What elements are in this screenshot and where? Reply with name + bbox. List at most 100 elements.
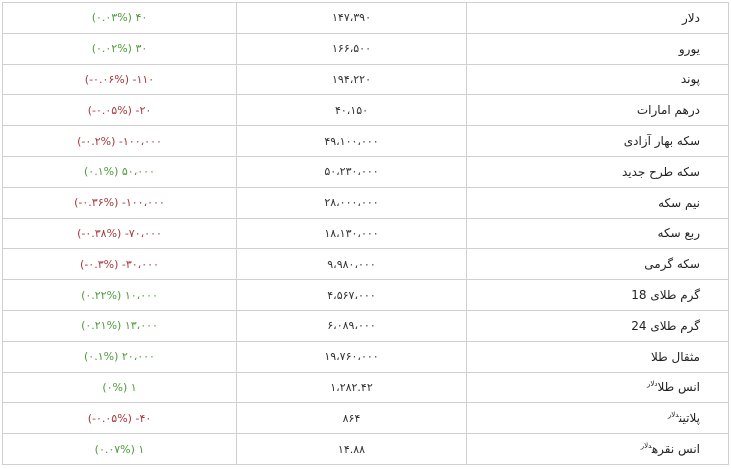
change-cell: (۰%) ۱ (2, 371, 237, 404)
item-name: سکه طرح جدید (621, 164, 700, 179)
change-cell: (۰.۰۲%) ۳۰ (2, 32, 237, 65)
change-percent: (۰.۰۳%) (91, 11, 132, 25)
table-row: (-۰.۰۵%) -۲۰ ۴۰،۱۵۰ درهم امارات (2, 94, 729, 127)
change-amount: ۴۰ (135, 11, 148, 25)
item-name: پوند (680, 72, 700, 87)
change-cell: (۰.۲۲%) ۱۰،۰۰۰ (2, 279, 237, 311)
change-percent: (۰%) (102, 380, 128, 394)
price-cell: ۱۴.۸۸ (236, 433, 467, 465)
price-cell: ۱۸،۱۳۰،۰۰۰ (236, 217, 467, 250)
price-cell: ۴۹،۱۰۰،۰۰۰ (236, 125, 467, 157)
price-cell: ۴۰،۱۵۰ (236, 94, 467, 127)
change-amount: -۱۱۰ (132, 72, 155, 86)
item-name-cell: پوند (466, 63, 729, 96)
change-percent: (۰.۱%) (84, 350, 119, 364)
change-percent: (-۰.۳۸%) (77, 226, 122, 240)
change-amount: ۳۰ (135, 42, 148, 56)
table-row: (-۰.۲%) -۱۰۰،۰۰۰ ۴۹،۱۰۰،۰۰۰ سکه بهار آزادی (2, 125, 729, 157)
change-cell: (-۰.۰۶%) -۱۱۰ (2, 63, 237, 96)
change-cell: (۰.۲۱%) ۱۳،۰۰۰ (2, 309, 237, 342)
change-cell: (۰.۱%) ۵۰،۰۰۰ (2, 155, 237, 188)
change-amount: -۲۰ (135, 103, 152, 117)
change-cell: (-۰.۰۵%) -۲۰ (2, 94, 237, 127)
table-row: (۰%) ۱ ۱،۲۸۲.۴۲ انس طلادلار (2, 371, 729, 404)
change-amount: -۴۰ (135, 411, 152, 425)
change-cell: (۰.۰۳%) ۴۰ (2, 2, 237, 34)
item-name: انس نقره (651, 442, 700, 457)
table-row: (۰.۲۱%) ۱۳،۰۰۰ ۶،۰۸۹،۰۰۰ گرم طلای 24 (2, 309, 729, 342)
table-row: (-۰.۳%) -۳۰،۰۰۰ ۹،۹۸۰،۰۰۰ سکه گرمی (2, 248, 729, 281)
item-name: مثقال طلا (650, 349, 700, 364)
change-cell: (-۰.۳۸%) -۷۰،۰۰۰ (2, 217, 237, 250)
table-row: (-۰.۰۵%) -۴۰ ۸۶۴ پلاتیندلار (2, 402, 729, 435)
change-percent: (-۰.۳۶%) (74, 196, 119, 210)
change-percent: (-۰.۰۵%) (87, 411, 132, 425)
change-amount: ۱۳،۰۰۰ (124, 319, 158, 333)
price-cell: ۱،۲۸۲.۴۲ (236, 371, 467, 404)
item-name-cell: یورو (466, 32, 729, 65)
item-name: نیم سکه (658, 195, 700, 210)
item-name: دلار (682, 10, 700, 25)
price-cell: ۴،۵۶۷،۰۰۰ (236, 279, 467, 311)
table-row: (۰.۱%) ۲۰،۰۰۰ ۱۹،۷۶۰،۰۰۰ مثقال طلا (2, 340, 729, 373)
change-percent: (۰.۲۱%) (81, 319, 122, 333)
change-percent: (-۰.۳%) (80, 257, 119, 271)
item-name-cell: نیم سکه (466, 186, 729, 219)
change-cell: (-۰.۲%) -۱۰۰،۰۰۰ (2, 125, 237, 157)
change-cell: (۰.۱%) ۲۰،۰۰۰ (2, 340, 237, 373)
change-cell: (۰.۰۷%) ۱ (2, 433, 237, 465)
change-amount: -۳۰،۰۰۰ (121, 257, 159, 271)
price-cell: ۸۶۴ (236, 402, 467, 435)
change-percent: (-۰.۰۶%) (84, 72, 130, 86)
change-percent: (-۰.۲%) (77, 134, 116, 148)
item-name-cell: گرم طلای 18 (466, 279, 729, 311)
table-row: (۰.۰۳%) ۴۰ ۱۴۷،۳۹۰ دلار (2, 2, 729, 34)
item-name: گرم طلای 24 (631, 318, 700, 333)
change-amount: -۱۰۰،۰۰۰ (118, 134, 162, 148)
item-name-cell: سکه گرمی (466, 248, 729, 281)
price-cell: ۶،۰۸۹،۰۰۰ (236, 309, 467, 342)
item-name-cell: دلار (466, 2, 729, 34)
price-cell: ۹،۹۸۰،۰۰۰ (236, 248, 467, 281)
price-cell: ۱۴۷،۳۹۰ (236, 2, 467, 34)
item-name-cell: سکه بهار آزادی (466, 125, 729, 157)
table-row: (۰.۰۷%) ۱ ۱۴.۸۸ انس نقرهدلار (2, 433, 729, 465)
item-name-cell: انس طلادلار (466, 371, 729, 404)
price-cell: ۲۸،۰۰۰،۰۰۰ (236, 186, 467, 219)
change-percent: (۰.۲۲%) (81, 288, 122, 302)
change-amount: ۱۰،۰۰۰ (124, 288, 158, 302)
item-name-cell: پلاتیندلار (466, 402, 729, 435)
change-amount: -۱۰۰،۰۰۰ (121, 196, 165, 210)
change-amount: ۱ (130, 380, 137, 394)
table-row: (-۰.۰۶%) -۱۱۰ ۱۹۴،۲۲۰ پوند (2, 63, 729, 96)
table-row: (۰.۲۲%) ۱۰،۰۰۰ ۴،۵۶۷،۰۰۰ گرم طلای 18 (2, 279, 729, 311)
change-amount: ۵۰،۰۰۰ (121, 165, 155, 179)
item-name: پلاتین (678, 411, 700, 426)
change-amount: -۷۰،۰۰۰ (124, 226, 162, 240)
price-cell: ۱۶۶،۵۰۰ (236, 32, 467, 65)
item-name: گرم طلای 18 (631, 288, 700, 303)
item-name-cell: انس نقرهدلار (466, 433, 729, 465)
item-name-cell: مثقال طلا (466, 340, 729, 373)
price-cell: ۵۰،۲۳۰،۰۰۰ (236, 155, 467, 188)
item-name: سکه گرمی (644, 257, 700, 272)
change-cell: (-۰.۳%) -۳۰،۰۰۰ (2, 248, 237, 281)
item-name: درهم امارات (636, 103, 700, 118)
unit-label: دلار (647, 380, 658, 389)
table-row: (-۰.۳۶%) -۱۰۰،۰۰۰ ۲۸،۰۰۰،۰۰۰ نیم سکه (2, 186, 729, 219)
item-name: انس طلا (657, 380, 701, 395)
table-row: (۰.۱%) ۵۰،۰۰۰ ۵۰،۲۳۰،۰۰۰ سکه طرح جدید (2, 155, 729, 188)
change-amount: ۲۰،۰۰۰ (121, 350, 155, 364)
unit-label: دلار (667, 411, 679, 420)
change-cell: (-۰.۰۵%) -۴۰ (2, 402, 237, 435)
change-amount: ۱ (138, 442, 145, 456)
change-percent: (۰.۰۷%) (94, 442, 135, 456)
change-percent: (۰.۱%) (84, 165, 119, 179)
item-name: ربع سکه (657, 226, 700, 241)
price-cell: ۱۹۴،۲۲۰ (236, 63, 467, 96)
change-cell: (-۰.۳۶%) -۱۰۰،۰۰۰ (2, 186, 237, 219)
price-cell: ۱۹،۷۶۰،۰۰۰ (236, 340, 467, 373)
item-name-cell: ربع سکه (466, 217, 729, 250)
unit-label: دلار (640, 442, 652, 451)
